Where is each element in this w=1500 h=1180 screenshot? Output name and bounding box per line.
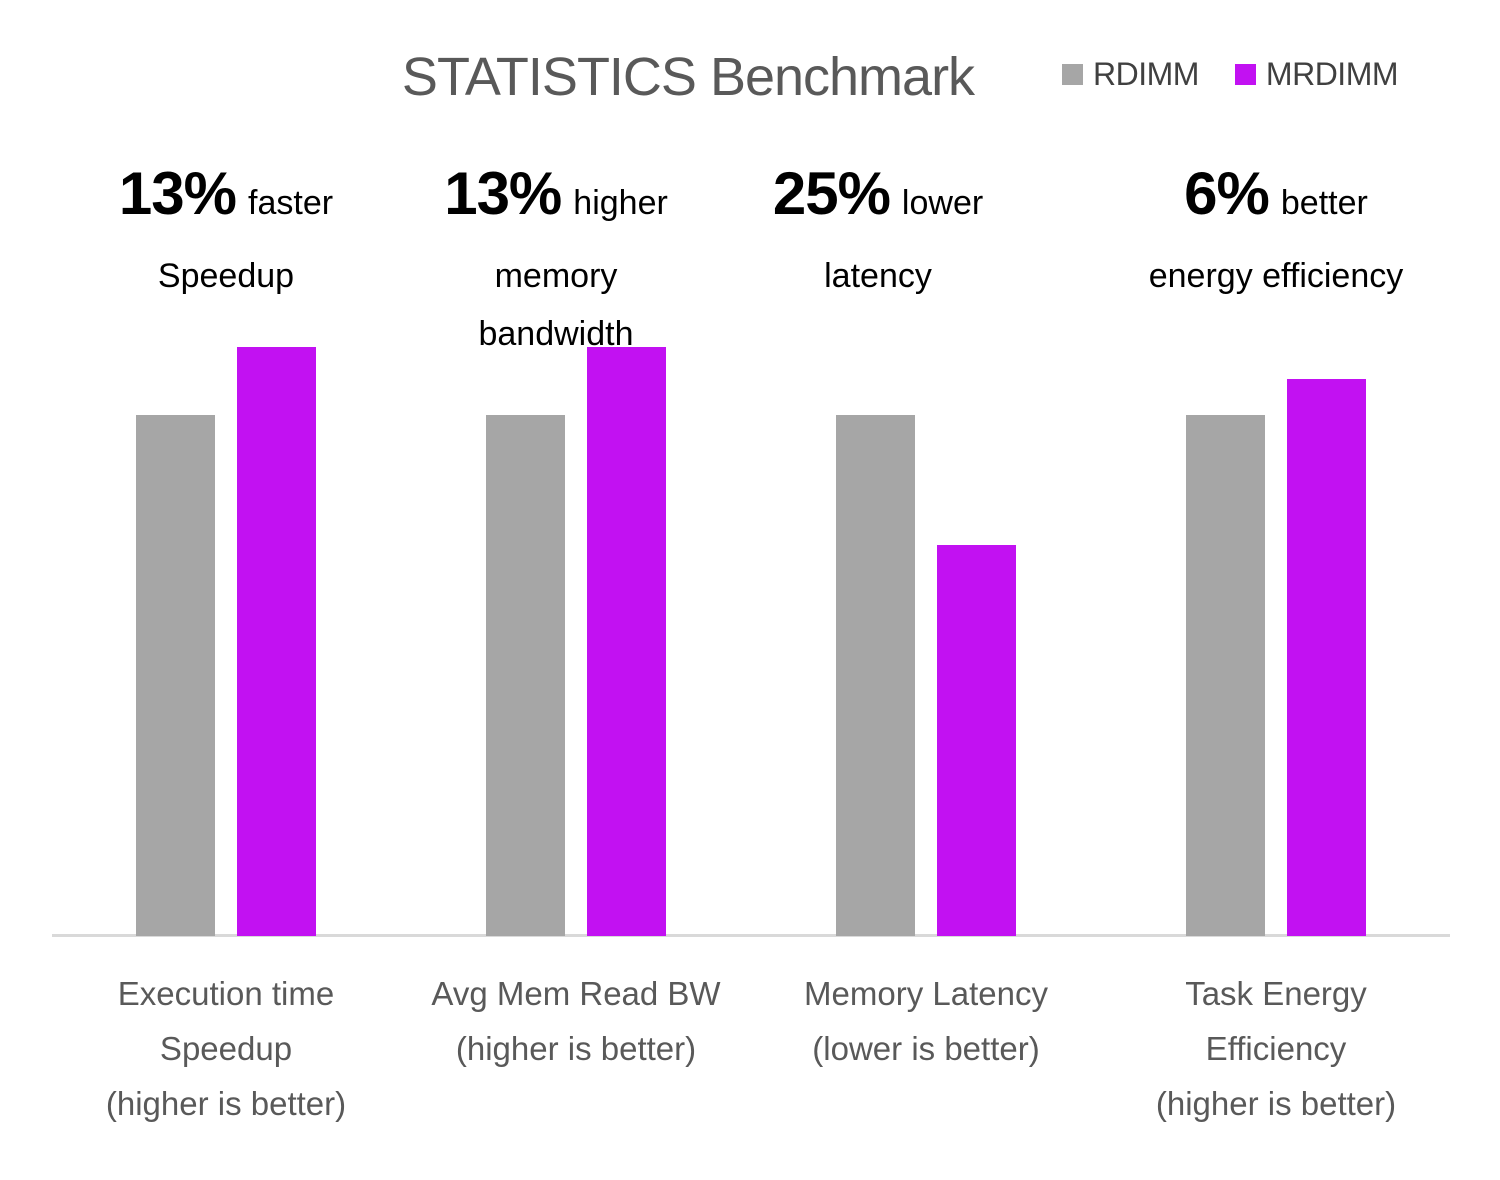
x-axis-label-line: Memory Latency xyxy=(804,975,1048,1012)
annotation-headline: 13% higher xyxy=(444,160,668,244)
x-axis-label-line: Execution time xyxy=(117,975,335,1012)
annotation-percent: 13% xyxy=(444,160,562,227)
legend-label-mrdimm: MRDIMM xyxy=(1265,56,1399,92)
x-axis-label-line: Avg Mem Read BW xyxy=(431,975,721,1012)
annotation-word: lower xyxy=(901,184,984,222)
annotation-line: bandwidth xyxy=(478,315,634,353)
annotation-line: latency xyxy=(824,257,932,295)
annotation-word: faster xyxy=(248,184,334,222)
x-axis-label-group-2: Avg Mem Read BW (higher is better) xyxy=(431,966,720,1076)
legend-label-rdimm: RDIMM xyxy=(1093,56,1199,92)
x-axis-label-line: (higher is better) xyxy=(105,1085,347,1122)
annotation-percent: 6% xyxy=(1184,160,1270,227)
bar-rdimm-group-3 xyxy=(836,415,915,936)
x-axis-label-line: Task Energy xyxy=(1185,975,1367,1012)
annotation-word: better xyxy=(1280,184,1368,222)
x-axis-label-line: Efficiency xyxy=(1205,1030,1347,1067)
legend-swatch-mrdimm-icon xyxy=(1234,64,1256,85)
legend-item-mrdimm: MRDIMM xyxy=(1234,56,1399,93)
annotation-headline: 13% faster xyxy=(119,160,333,244)
chart-legend: RDIMM MRDIMM xyxy=(1062,56,1399,93)
x-axis-label-line: Speedup xyxy=(159,1030,293,1067)
bar-rdimm-group-2 xyxy=(486,415,565,936)
x-axis-label-group-3: Memory Latency (lower is better) xyxy=(804,966,1048,1076)
bar-mrdimm-group-4 xyxy=(1287,379,1366,936)
annotation-percent: 13% xyxy=(118,160,237,227)
annotation-headline: 25% lower xyxy=(773,160,983,244)
bar-mrdimm-group-1 xyxy=(237,347,316,936)
annotation-percent: 25% xyxy=(772,160,891,227)
x-axis-label-group-1: Execution time Speedup (higher is better) xyxy=(106,966,346,1131)
legend-swatch-rdimm-icon xyxy=(1062,64,1083,85)
annotation-line: energy efficiency xyxy=(1148,257,1404,295)
annotation-line: memory xyxy=(494,257,618,295)
x-axis-label-line: (higher is better) xyxy=(1155,1085,1397,1122)
chart-title: STATISTICS Benchmark xyxy=(401,47,975,107)
x-axis-label-group-4: Task Energy Efficiency (higher is better) xyxy=(1156,966,1396,1131)
annotation-group-1: 13% faster Speedup xyxy=(119,160,333,302)
x-axis-label-line: (higher is better) xyxy=(455,1030,697,1067)
annotation-group-3: 25% lower latency xyxy=(773,160,983,302)
annotation-group-4: 6% better energy efficiency xyxy=(1149,160,1404,302)
x-axis-baseline xyxy=(52,934,1450,937)
annotation-word: higher xyxy=(573,184,668,222)
bar-mrdimm-group-2 xyxy=(587,347,666,936)
bar-rdimm-group-1 xyxy=(136,415,215,936)
bar-rdimm-group-4 xyxy=(1186,415,1265,936)
x-axis-label-line: (lower is better) xyxy=(812,1030,1040,1067)
legend-item-rdimm: RDIMM xyxy=(1062,56,1199,93)
bar-mrdimm-group-3 xyxy=(937,545,1016,936)
annotation-headline: 6% better xyxy=(1149,160,1404,244)
annotation-line: Speedup xyxy=(157,257,295,295)
annotation-group-2: 13% higher memory bandwidth xyxy=(444,160,668,360)
